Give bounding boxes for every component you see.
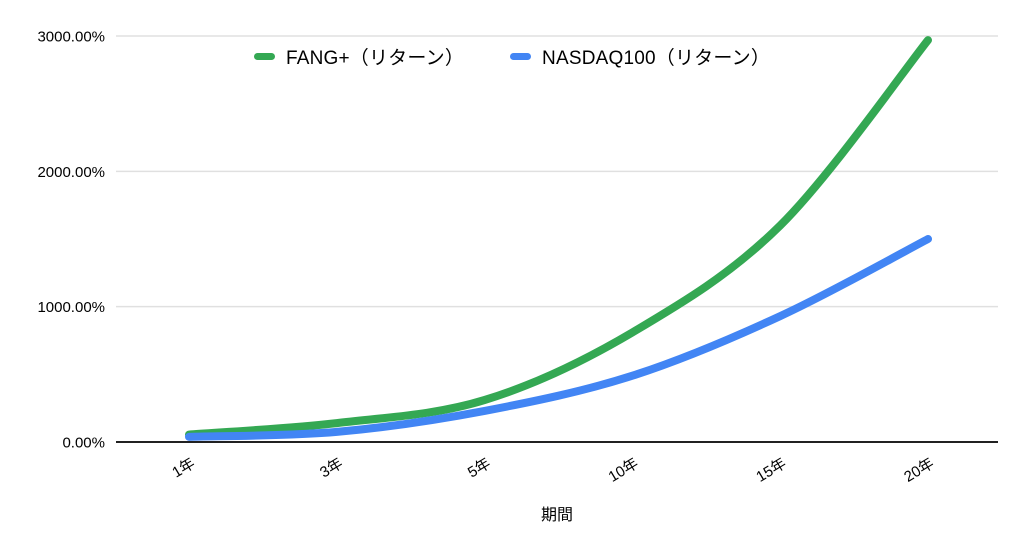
y-tick-label: 2000.00% [37,164,105,181]
y-tick-label: 0.00% [62,435,105,452]
fang-series-line [185,36,932,439]
x-axis-title: 期間 [540,507,573,524]
x-tick-label: 20年 [901,455,937,486]
y-tick-label: 1000.00% [37,299,105,316]
x-tick-label: 10年 [606,455,642,486]
x-tick-label: 15年 [753,455,789,486]
y-tick-label: 3000.00% [37,29,105,46]
x-tick-label: 1年 [169,455,198,482]
x-tick-label: 5年 [465,455,494,482]
nasdaq-series-line [185,235,932,441]
x-tick-label: 3年 [317,455,346,482]
